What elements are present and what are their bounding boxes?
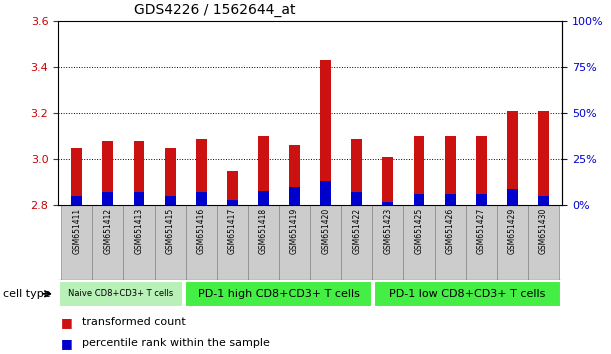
Text: percentile rank within the sample: percentile rank within the sample [82, 338, 270, 348]
FancyBboxPatch shape [186, 205, 217, 280]
Text: GSM651425: GSM651425 [414, 207, 423, 254]
Bar [258, 190, 269, 205]
Bar [164, 148, 175, 205]
Bar [289, 187, 300, 205]
Bar [289, 145, 300, 205]
Text: GSM651419: GSM651419 [290, 207, 299, 254]
Bar [382, 202, 393, 205]
Text: GSM651423: GSM651423 [383, 207, 392, 254]
FancyBboxPatch shape [466, 205, 497, 280]
Bar [414, 136, 425, 205]
FancyBboxPatch shape [279, 205, 310, 280]
Bar [445, 136, 456, 205]
Text: GSM651413: GSM651413 [134, 207, 144, 254]
Bar [538, 111, 549, 205]
Bar [320, 181, 331, 205]
Text: PD-1 low CD8+CD3+ T cells: PD-1 low CD8+CD3+ T cells [389, 289, 546, 299]
Text: GSM651420: GSM651420 [321, 207, 330, 254]
Bar [476, 194, 487, 205]
FancyBboxPatch shape [372, 205, 403, 280]
Bar [133, 141, 144, 205]
Bar [445, 194, 456, 205]
Bar [476, 136, 487, 205]
Text: GSM651417: GSM651417 [228, 207, 237, 254]
Text: PD-1 high CD8+CD3+ T cells: PD-1 high CD8+CD3+ T cells [197, 289, 359, 299]
Text: GSM651415: GSM651415 [166, 207, 175, 254]
Text: GSM651412: GSM651412 [103, 207, 112, 254]
Bar [227, 171, 238, 205]
FancyBboxPatch shape [434, 205, 466, 280]
Text: GSM651426: GSM651426 [445, 207, 455, 254]
Bar [227, 200, 238, 205]
FancyBboxPatch shape [310, 205, 341, 280]
Text: cell type: cell type [3, 289, 51, 299]
Text: GSM651411: GSM651411 [72, 207, 81, 254]
Text: ■: ■ [61, 337, 73, 350]
Text: ■: ■ [61, 316, 73, 329]
FancyBboxPatch shape [341, 205, 372, 280]
FancyBboxPatch shape [59, 280, 183, 307]
Text: transformed count: transformed count [82, 317, 186, 327]
FancyBboxPatch shape [403, 205, 434, 280]
Bar [133, 193, 144, 205]
Bar [382, 157, 393, 205]
Bar [258, 136, 269, 205]
FancyBboxPatch shape [61, 205, 92, 280]
Bar [71, 196, 82, 205]
Bar [164, 196, 175, 205]
Text: GSM651422: GSM651422 [353, 207, 361, 254]
Text: GSM651427: GSM651427 [477, 207, 486, 254]
Bar [351, 139, 362, 205]
Bar [507, 111, 518, 205]
Text: GSM651429: GSM651429 [508, 207, 517, 254]
FancyBboxPatch shape [248, 205, 279, 280]
Text: Naive CD8+CD3+ T cells: Naive CD8+CD3+ T cells [68, 289, 174, 298]
Bar [103, 141, 113, 205]
Bar [196, 193, 207, 205]
Bar [538, 196, 549, 205]
FancyBboxPatch shape [374, 280, 561, 307]
FancyBboxPatch shape [123, 205, 155, 280]
FancyBboxPatch shape [497, 205, 528, 280]
Bar [351, 193, 362, 205]
FancyBboxPatch shape [92, 205, 123, 280]
FancyBboxPatch shape [155, 205, 186, 280]
Text: GDS4226 / 1562644_at: GDS4226 / 1562644_at [134, 4, 295, 17]
FancyBboxPatch shape [185, 280, 372, 307]
FancyBboxPatch shape [528, 205, 559, 280]
Text: GSM651430: GSM651430 [539, 207, 548, 254]
Text: GSM651418: GSM651418 [259, 207, 268, 254]
Bar [320, 60, 331, 205]
FancyBboxPatch shape [217, 205, 248, 280]
Bar [196, 139, 207, 205]
Text: GSM651416: GSM651416 [197, 207, 206, 254]
Bar [414, 194, 425, 205]
Bar [71, 148, 82, 205]
Bar [507, 189, 518, 205]
Bar [103, 193, 113, 205]
